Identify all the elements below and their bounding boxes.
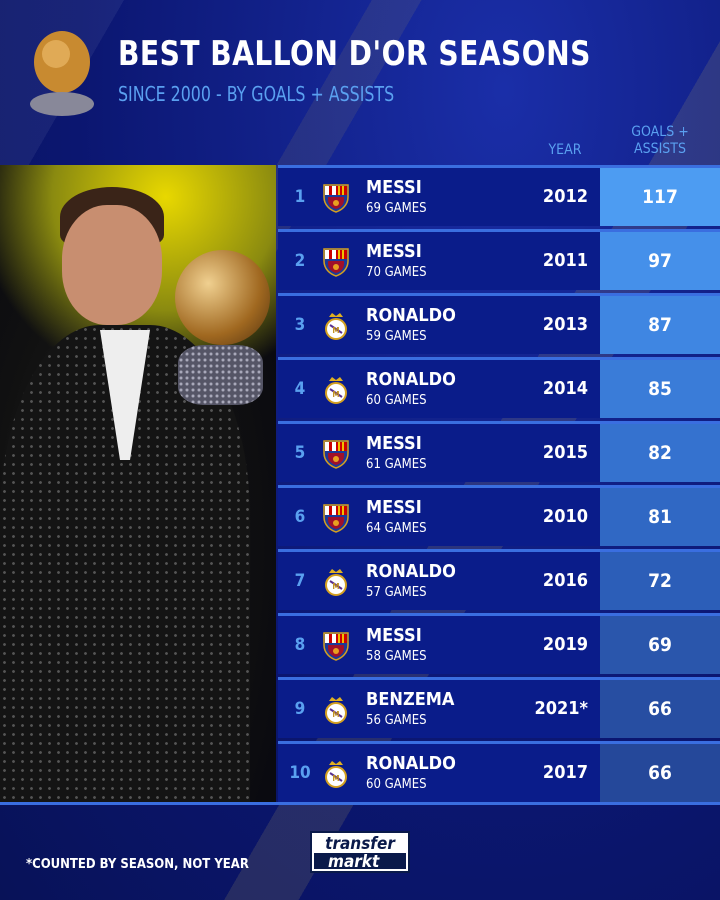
table-row: 3 M RONALDO 59 GAMES 2013 87 bbox=[278, 293, 720, 354]
games-played: 60 GAMES bbox=[366, 777, 427, 792]
season-year: 2015 bbox=[542, 442, 588, 463]
row-main: 1 MESSI 69 GAMES 2012 bbox=[278, 168, 600, 226]
rank: 2 bbox=[294, 251, 306, 271]
column-header-goals-assists: GOALS + ASSISTS bbox=[610, 124, 710, 158]
row-main: 2 MESSI 70 GAMES 2011 bbox=[278, 232, 600, 290]
svg-text:M: M bbox=[332, 710, 339, 719]
player-name: BENZEMA bbox=[366, 689, 455, 710]
rank: 4 bbox=[294, 379, 306, 399]
games-played: 64 GAMES bbox=[366, 521, 427, 536]
games-played: 57 GAMES bbox=[366, 585, 427, 600]
rank: 6 bbox=[294, 507, 306, 527]
player-photo bbox=[0, 165, 276, 805]
transfermarkt-logo: transfer markt bbox=[310, 831, 410, 873]
svg-text:M: M bbox=[332, 390, 339, 399]
season-year: 2019 bbox=[542, 634, 588, 655]
row-main: 9 M BENZEMA 56 GAMES 2021* bbox=[278, 680, 600, 738]
goals-assists-value: 69 bbox=[600, 616, 720, 674]
goals-assists-value: 81 bbox=[600, 488, 720, 546]
barcelona-crest-icon bbox=[322, 183, 350, 213]
player-name: MESSI bbox=[366, 241, 422, 262]
footnote: *COUNTED BY SEASON, NOT YEAR bbox=[26, 857, 249, 872]
player-name: MESSI bbox=[366, 497, 422, 518]
real-madrid-crest-icon: M bbox=[322, 695, 350, 725]
table-row: 4 M RONALDO 60 GAMES 2014 85 bbox=[278, 357, 720, 418]
table-row: 10 M RONALDO 60 GAMES 2017 66 bbox=[278, 741, 720, 802]
rank: 1 bbox=[294, 187, 306, 207]
rank: 5 bbox=[294, 443, 306, 463]
table-row: 8 MESSI 58 GAMES 2019 69 bbox=[278, 613, 720, 674]
season-year: 2013 bbox=[542, 314, 588, 335]
page-title: BEST BALLON D'OR SEASONS bbox=[118, 34, 591, 74]
row-main: 7 M RONALDO 57 GAMES 2016 bbox=[278, 552, 600, 610]
table-row: 1 MESSI 69 GAMES 2012 117 bbox=[278, 165, 720, 226]
goals-assists-value: 117 bbox=[600, 168, 720, 226]
games-played: 69 GAMES bbox=[366, 201, 427, 216]
row-main: 6 MESSI 64 GAMES 2010 bbox=[278, 488, 600, 546]
games-played: 59 GAMES bbox=[366, 329, 427, 344]
ballon-dor-trophy-icon bbox=[30, 31, 94, 116]
player-name: MESSI bbox=[366, 625, 422, 646]
real-madrid-crest-icon: M bbox=[322, 311, 350, 341]
row-main: 10 M RONALDO 60 GAMES 2017 bbox=[278, 744, 600, 802]
rank: 8 bbox=[294, 635, 306, 655]
games-played: 70 GAMES bbox=[366, 265, 427, 280]
goals-assists-value: 66 bbox=[600, 744, 720, 802]
player-name: RONALDO bbox=[366, 369, 456, 390]
real-madrid-crest-icon: M bbox=[322, 567, 350, 597]
barcelona-crest-icon bbox=[322, 503, 350, 533]
season-year: 2010 bbox=[542, 506, 588, 527]
barcelona-crest-icon bbox=[322, 439, 350, 469]
row-main: 5 MESSI 61 GAMES 2015 bbox=[278, 424, 600, 482]
svg-text:M: M bbox=[332, 774, 339, 783]
column-header-line2: ASSISTS bbox=[633, 141, 686, 157]
player-name: MESSI bbox=[366, 177, 422, 198]
season-year: 2017 bbox=[542, 762, 588, 783]
svg-text:M: M bbox=[332, 326, 339, 335]
rank: 9 bbox=[294, 699, 306, 719]
season-year: 2014 bbox=[542, 378, 588, 399]
goals-assists-value: 85 bbox=[600, 360, 720, 418]
table-row: 2 MESSI 70 GAMES 2011 97 bbox=[278, 229, 720, 290]
player-name: RONALDO bbox=[366, 305, 456, 326]
page-subtitle: SINCE 2000 - BY GOALS + ASSISTS bbox=[118, 82, 395, 106]
row-main: 8 MESSI 58 GAMES 2019 bbox=[278, 616, 600, 674]
table-row: 7 M RONALDO 57 GAMES 2016 72 bbox=[278, 549, 720, 610]
column-header-year: YEAR bbox=[548, 142, 582, 158]
real-madrid-crest-icon: M bbox=[322, 759, 350, 789]
player-name: RONALDO bbox=[366, 561, 456, 582]
rank: 10 bbox=[289, 763, 311, 783]
row-main: 4 M RONALDO 60 GAMES 2014 bbox=[278, 360, 600, 418]
games-played: 61 GAMES bbox=[366, 457, 427, 472]
season-year: 2012 bbox=[542, 186, 588, 207]
table-row: 5 MESSI 61 GAMES 2015 82 bbox=[278, 421, 720, 482]
season-year: 2021* bbox=[534, 698, 588, 719]
goals-assists-value: 87 bbox=[600, 296, 720, 354]
player-name: RONALDO bbox=[366, 753, 456, 774]
real-madrid-crest-icon: M bbox=[322, 375, 350, 405]
games-played: 56 GAMES bbox=[366, 713, 427, 728]
goals-assists-value: 72 bbox=[600, 552, 720, 610]
player-name: MESSI bbox=[366, 433, 422, 454]
table-row: 9 M BENZEMA 56 GAMES 2021* 66 bbox=[278, 677, 720, 738]
games-played: 60 GAMES bbox=[366, 393, 427, 408]
rank: 7 bbox=[294, 571, 306, 591]
barcelona-crest-icon bbox=[322, 631, 350, 661]
barcelona-crest-icon bbox=[322, 247, 350, 277]
goals-assists-value: 82 bbox=[600, 424, 720, 482]
svg-text:M: M bbox=[332, 582, 339, 591]
games-played: 58 GAMES bbox=[366, 649, 427, 664]
row-main: 3 M RONALDO 59 GAMES 2013 bbox=[278, 296, 600, 354]
goals-assists-value: 97 bbox=[600, 232, 720, 290]
season-year: 2016 bbox=[542, 570, 588, 591]
season-year: 2011 bbox=[542, 250, 588, 271]
divider bbox=[0, 802, 720, 805]
rank: 3 bbox=[294, 315, 306, 335]
table-row: 6 MESSI 64 GAMES 2010 81 bbox=[278, 485, 720, 546]
goals-assists-value: 66 bbox=[600, 680, 720, 738]
column-header-line1: GOALS + bbox=[631, 124, 689, 140]
